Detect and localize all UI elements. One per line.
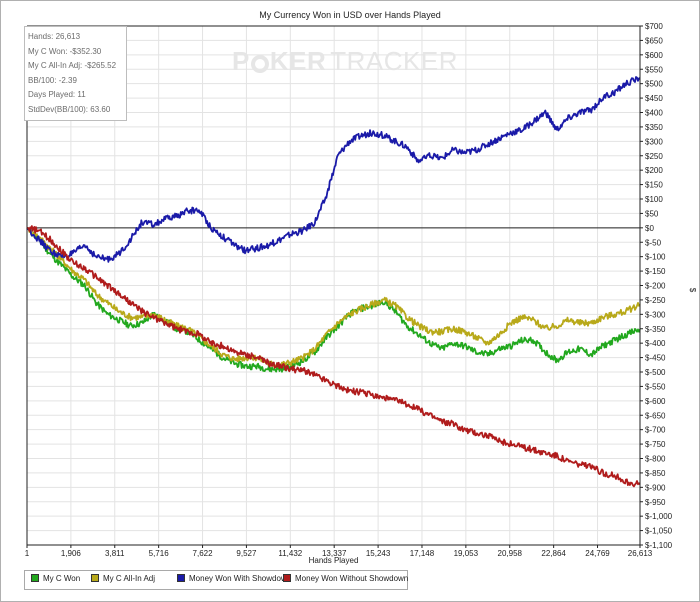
x-tick-labels: 1 1,906 3,811 5,716 7,622 9,527 11,432 13,337 15… xyxy=(25,549,653,558)
x-tick-label: 19,053 xyxy=(454,549,479,558)
x-tick-label: 1 xyxy=(25,549,30,558)
series-line-3 xyxy=(26,225,641,488)
y-tick-label: $350 xyxy=(645,123,663,132)
y-tick-label: $250 xyxy=(645,152,663,161)
y-tick-label: $-600 xyxy=(645,397,666,406)
y-tick-label: $-700 xyxy=(645,426,666,435)
y-tick-label: $500 xyxy=(645,80,663,89)
legend-swatch-blue xyxy=(177,574,185,582)
x-tick-label: 11,432 xyxy=(278,549,302,558)
legend-label: My C Won xyxy=(43,574,81,583)
y-tick-labels: $700 $650 $600 $550 $500 $450 $400 $350 $300 $250… xyxy=(645,22,673,550)
x-tick-label: 13,337 xyxy=(322,549,347,558)
pokertracker-watermark: P KER TRACKER xyxy=(232,46,458,77)
y-tick-label: $-500 xyxy=(645,368,666,377)
y-tick-label: $600 xyxy=(645,51,663,60)
legend-label: My C All-In Adj xyxy=(103,574,156,583)
x-tick-label: 22,864 xyxy=(541,549,566,558)
y-tick-label: $-350 xyxy=(645,325,666,334)
y-tick-label: $-800 xyxy=(645,455,666,464)
stat-stddev: StdDev(BB/100): 63.60 xyxy=(28,104,111,114)
legend-swatch-olive xyxy=(91,574,99,582)
legend-item[interactable]: My C All-In Adj xyxy=(91,574,155,583)
y-tick-label: $-650 xyxy=(645,411,666,420)
x-tick-label: 20,958 xyxy=(498,549,523,558)
poker-chip-icon xyxy=(250,54,269,73)
series-line-2 xyxy=(26,76,641,263)
y-tick-label: $-250 xyxy=(645,296,666,305)
y-tick-label: $-750 xyxy=(645,440,666,449)
chart-title: My Currency Won in USD over Hands Played xyxy=(259,10,441,20)
y-tick-label: $-150 xyxy=(645,267,666,276)
x-axis-label: Hands Played xyxy=(309,556,359,565)
x-tick-label: 9,527 xyxy=(236,549,257,558)
y-tick-label: $-850 xyxy=(645,469,666,478)
stat-bb100: BB/100: -2.39 xyxy=(28,75,77,85)
y-tick-label: $700 xyxy=(645,22,663,31)
legend-item[interactable]: Money Won Without Showdown xyxy=(283,574,408,583)
x-tick-label: 5,716 xyxy=(149,549,170,558)
legend-item[interactable]: Money Won With Showdown xyxy=(177,574,291,583)
legend-swatch-green xyxy=(31,574,39,582)
series-line-1 xyxy=(26,227,641,368)
legend-item[interactable]: My C Won xyxy=(31,574,80,583)
y-tick-label: $-450 xyxy=(645,354,666,363)
y-tick-label: $200 xyxy=(645,166,663,175)
y-tick-label: $-1,100 xyxy=(645,541,673,550)
stat-won: My C Won: -$352.30 xyxy=(28,46,102,56)
y-tick-label: $50 xyxy=(645,209,659,218)
y-tick-label: $-1,000 xyxy=(645,512,673,521)
y-tick-label: $0 xyxy=(645,224,654,233)
x-tick-label: 1,906 xyxy=(61,549,82,558)
stat-allin: My C All-In Adj: -$265.52 xyxy=(28,61,117,70)
x-tick-label: 15,243 xyxy=(366,549,391,558)
y-tick-label: $-50 xyxy=(645,238,662,247)
y-tick-label: $-950 xyxy=(645,498,666,507)
y-tick-label: $-900 xyxy=(645,483,666,492)
legend-swatch-red xyxy=(283,574,291,582)
legend-label: Money Won With Showdown xyxy=(189,574,292,583)
y-tick-label: $300 xyxy=(645,137,663,146)
y-tick-label: $650 xyxy=(645,36,663,45)
y-tick-label: $-100 xyxy=(645,253,666,262)
y-tick-label: $100 xyxy=(645,195,663,204)
y-tick-label: $150 xyxy=(645,181,663,190)
x-tick-label: 7,622 xyxy=(193,549,214,558)
watermark-p: P xyxy=(232,46,250,76)
y-axis-label: $ xyxy=(688,288,697,293)
series-lines xyxy=(26,76,641,488)
stats-box: Hands: 26,613 My C Won: -$352.30 My C Al… xyxy=(24,26,127,121)
legend-label: Money Won Without Showdown xyxy=(295,574,409,583)
x-tick-label: 17,148 xyxy=(410,549,435,558)
y-tick-label: $-200 xyxy=(645,282,666,291)
watermark-ker: KER xyxy=(269,46,327,76)
y-tick-label: $-550 xyxy=(645,382,666,391)
watermark-tracker: TRACKER xyxy=(330,46,458,76)
legend: My C Won My C All-In Adj Money Won With … xyxy=(24,570,408,590)
x-tick-label: 26,613 xyxy=(628,549,653,558)
stat-days: Days Played: 11 xyxy=(28,90,86,99)
y-tick-label: $-400 xyxy=(645,339,666,348)
y-tick-label: $-300 xyxy=(645,310,666,319)
y-tick-label: $550 xyxy=(645,65,663,74)
stat-hands: Hands: 26,613 xyxy=(28,32,81,41)
y-tick-label: $400 xyxy=(645,109,663,118)
x-tick-label: 3,811 xyxy=(105,549,125,558)
y-tick-label: $450 xyxy=(645,94,663,103)
y-tick-label: $-1,050 xyxy=(645,527,673,536)
x-tick-label: 24,769 xyxy=(585,549,610,558)
